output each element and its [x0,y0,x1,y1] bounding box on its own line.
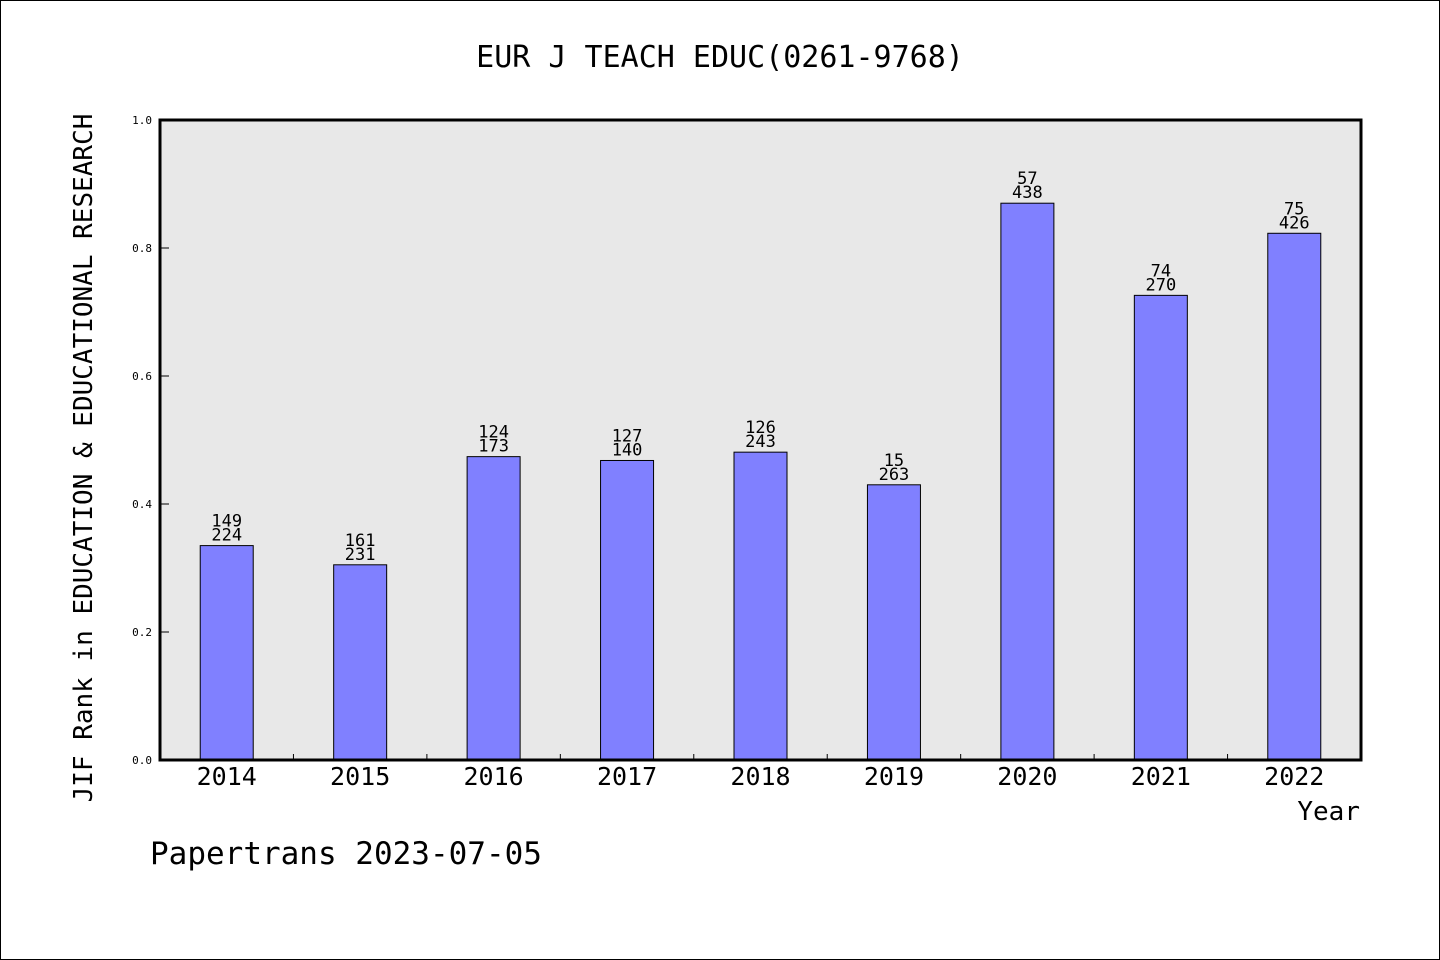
bar-label-top: 15 [884,451,904,471]
footer-credit: Papertrans 2023-07-05 [150,836,542,872]
bar-2014 [199,545,254,761]
bar-label-bottom: 140 [612,440,643,460]
bar-label-top: 124 [478,423,509,443]
bar-label-top: 161 [345,531,376,551]
bar-label-bottom: 173 [478,437,509,457]
x-tick-label: 2014 [197,762,257,791]
bar-label-top: 126 [745,418,776,438]
bar-2020 [1000,202,1055,761]
plot-border [158,118,1363,762]
x-axis-label: Year [1297,797,1360,827]
x-tick-label: 2021 [1131,762,1191,791]
bar-2016 [466,456,521,761]
bar-label-bottom: 263 [879,465,910,485]
bar-label-bottom: 224 [211,526,242,546]
bar-label-bottom: 426 [1279,213,1310,233]
x-tick-label: 2019 [864,762,924,791]
bar-label-bottom: 231 [345,545,376,565]
bar-label-top: 149 [211,512,242,532]
x-tick-label: 2022 [1264,762,1324,791]
bar-2018 [733,451,788,761]
bar-label-top: 127 [612,426,643,446]
y-axis-ticks: 0.0 0.2 0.4 0.6 0.8 1.0 [132,114,169,767]
x-axis-ticks: 2014 2015 2016 2017 2018 2019 2020 2021 2022 [197,754,1324,791]
y-tick-label: 0.6 [132,370,152,383]
bars-layer [199,202,1322,761]
bar-2021 [1133,294,1188,761]
bar-label-top: 57 [1017,169,1037,189]
y-tick-label: 0.2 [132,626,152,639]
bar-label-top: 74 [1151,261,1171,281]
y-tick-label: 0.4 [132,498,152,511]
bar-2022 [1267,232,1322,761]
bar-2015 [333,564,388,761]
bar-label-bottom: 270 [1145,275,1176,295]
x-tick-label: 2018 [730,762,790,791]
chart-title: EUR J TEACH EDUC(0261-9768) [476,40,964,75]
bar-label-bottom: 438 [1012,183,1043,203]
y-tick-label: 1.0 [132,114,152,127]
x-tick-label: 2020 [997,762,1057,791]
y-tick-label: 0.8 [132,242,152,255]
x-tick-label: 2017 [597,762,657,791]
bar-2017 [600,459,655,761]
x-tick-label: 2015 [330,762,390,791]
bar-label-bottom: 243 [745,432,776,452]
bar-label-top: 75 [1284,199,1304,219]
bar-2019 [866,484,921,761]
y-axis-label: JIF Rank in EDUCATION & EDUCATIONAL RESE… [69,114,99,803]
x-tick-label: 2016 [464,762,524,791]
y-tick-label: 0.0 [132,754,152,767]
